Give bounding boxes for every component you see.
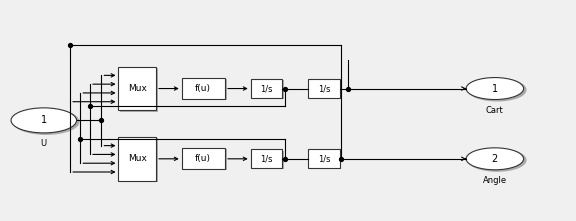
Bar [120,138,158,182]
Text: Mux: Mux [128,154,147,163]
Text: Angle: Angle [483,176,507,185]
Text: 1/s: 1/s [260,84,272,93]
Text: 1/s: 1/s [317,84,330,93]
Circle shape [11,108,77,133]
Text: U: U [41,139,47,149]
Bar [310,80,342,99]
Text: 1: 1 [41,115,47,125]
Bar [119,137,156,181]
Bar [181,78,225,99]
Bar [183,149,226,170]
Bar [119,67,156,110]
Circle shape [466,148,524,170]
Text: 1/s: 1/s [317,154,330,163]
Text: Cart: Cart [486,106,504,115]
Text: Mux: Mux [128,84,147,93]
Bar [120,68,158,112]
Text: f(u): f(u) [195,154,211,163]
Bar [251,79,282,98]
Bar [252,151,284,169]
Text: f(u): f(u) [195,84,211,93]
Bar [252,80,284,99]
Circle shape [466,78,524,99]
Text: 1: 1 [492,84,498,93]
Bar [183,79,226,100]
Bar [308,79,340,98]
Bar [181,148,225,169]
Bar [308,149,340,168]
Bar [251,149,282,168]
Circle shape [13,109,79,134]
Circle shape [468,149,526,171]
Circle shape [468,79,526,101]
Bar [310,151,342,169]
Text: 2: 2 [492,154,498,164]
Text: 1/s: 1/s [260,154,272,163]
